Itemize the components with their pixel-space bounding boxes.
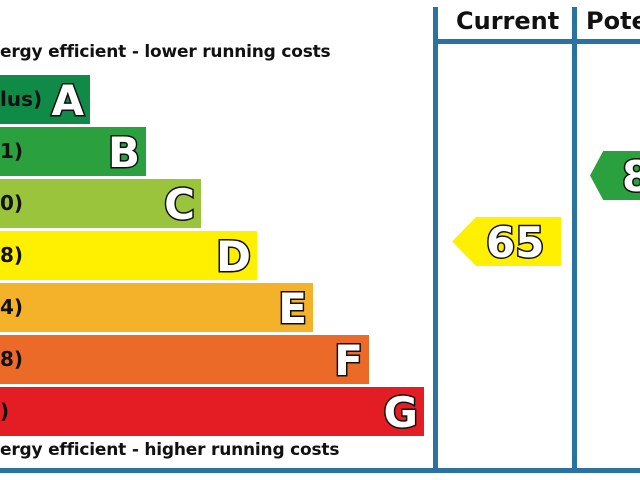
band-d: 8) D	[0, 231, 257, 283]
current-column-title: Current	[456, 7, 560, 35]
band-b: 1) B	[0, 127, 146, 179]
band-letter-label: G	[382, 387, 420, 439]
band-a: lus) A	[0, 75, 90, 127]
band-letter-label: E	[277, 283, 309, 335]
current-rating-value: 65	[484, 217, 545, 267]
header-underline	[436, 39, 640, 44]
top-caption: ergy efficient - lower running costs	[0, 42, 331, 62]
bottom-border	[0, 468, 640, 473]
band-range-label: 4)	[0, 295, 24, 319]
band-letter-label: F	[333, 335, 365, 387]
band-f: 8) F	[0, 335, 369, 387]
potential-column-title: Pote	[586, 7, 640, 35]
band-letter-label: B	[106, 127, 141, 179]
bottom-caption: ergy efficient - higher running costs	[0, 440, 340, 460]
band-range-label: 0)	[0, 191, 24, 215]
band-e: 4) E	[0, 283, 313, 335]
divider-left	[433, 7, 438, 473]
band-range-label: lus)	[0, 87, 43, 111]
band-letter-label: A	[50, 75, 85, 127]
divider-middle	[572, 7, 577, 473]
band-c: 0) C	[0, 179, 201, 231]
band-range-label: 1)	[0, 139, 24, 163]
band-letter-label: D	[215, 231, 253, 283]
potential-rating-value: 8	[620, 151, 640, 201]
band-g: ) G	[0, 387, 424, 439]
current-rating-arrow: 65	[452, 217, 561, 266]
band-letter-label: C	[163, 179, 197, 231]
band-range-label: )	[0, 399, 10, 423]
potential-rating-arrow: 8	[590, 151, 640, 200]
band-range-label: 8)	[0, 243, 24, 267]
band-range-label: 8)	[0, 347, 24, 371]
